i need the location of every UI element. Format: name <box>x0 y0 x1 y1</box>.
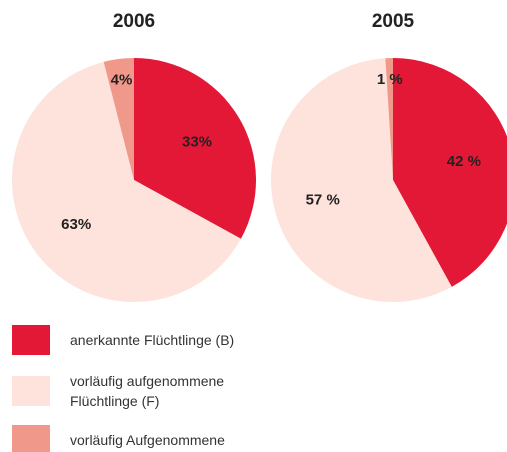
chart-title: 2006 <box>113 11 155 32</box>
legend-label: vorläufig Aufgenommene <box>70 432 225 448</box>
pie-slice <box>393 58 507 287</box>
pie-slice <box>11 61 241 302</box>
pie-slice <box>134 58 256 239</box>
pie-slice <box>270 58 452 303</box>
data-label: 63% <box>61 216 91 233</box>
data-label: 33% <box>182 134 212 151</box>
legend-swatch <box>12 325 50 355</box>
data-label: 4% <box>111 72 133 89</box>
legend-swatch <box>12 376 50 406</box>
legend-label: anerkannte Flüchtlinge (B) <box>70 332 235 348</box>
legend-swatch <box>12 425 50 452</box>
pie-slice <box>103 58 134 180</box>
data-label: 1 % <box>377 71 403 88</box>
data-label: 42 % <box>447 153 481 170</box>
legend-label: vorläufig aufgenommene Flüchtlinge (F) <box>70 373 225 409</box>
data-label: 57 % <box>306 191 340 208</box>
chart-title: 2005 <box>372 11 415 32</box>
pie-slice <box>385 58 393 180</box>
charts: 2006 33% 63% 4% 2005 42 % 57 % 1 % <box>11 11 507 303</box>
